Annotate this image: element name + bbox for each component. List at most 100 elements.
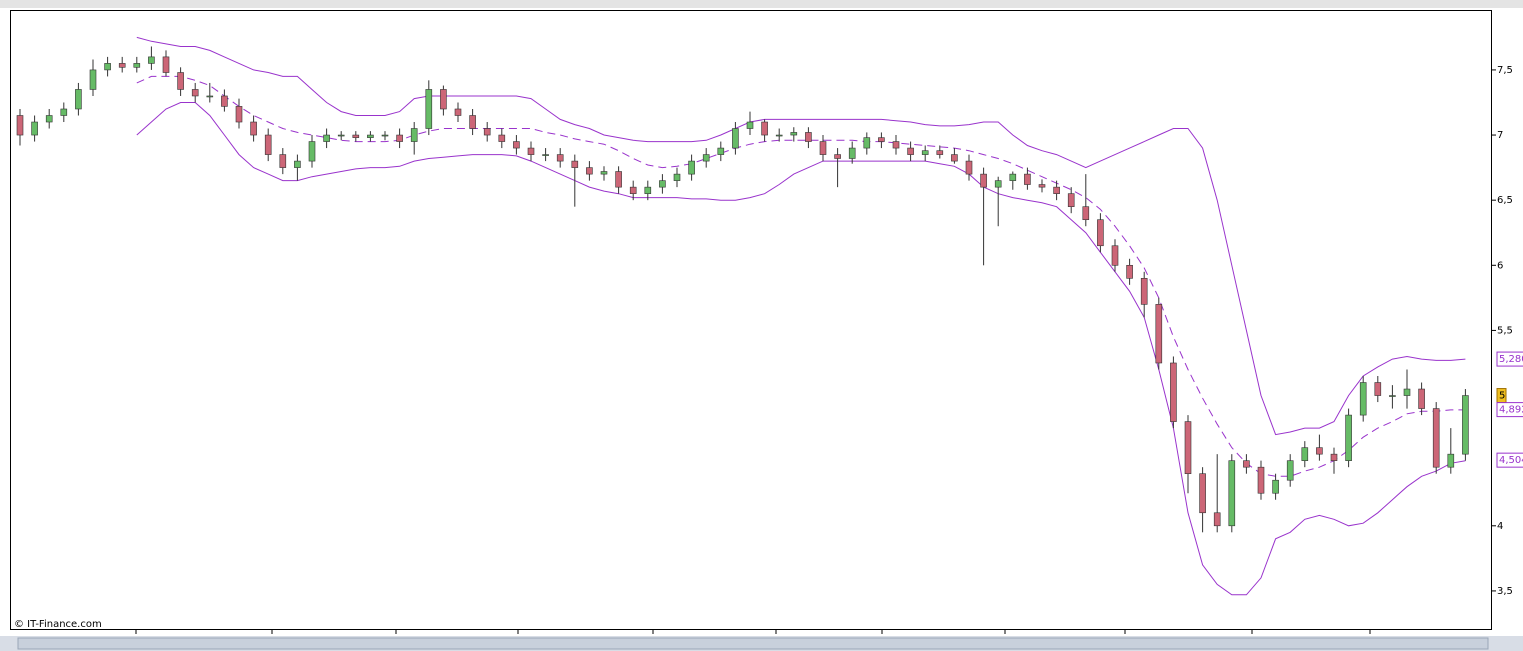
- price-tag-label: 5: [1499, 391, 1505, 402]
- candle-body: [1389, 395, 1396, 397]
- y-tick-label: 4: [1497, 521, 1503, 532]
- candle-body: [31, 121, 38, 136]
- candle-body: [221, 95, 228, 107]
- candle-body: [279, 154, 287, 168]
- candle-body: [89, 69, 97, 90]
- candle-body: [717, 147, 725, 155]
- candle-body: [1243, 460, 1250, 468]
- candle-body: [1140, 278, 1148, 305]
- candle-body: [308, 141, 316, 162]
- candle-body: [951, 154, 958, 162]
- candle-body: [586, 167, 593, 175]
- candle-body: [673, 173, 681, 181]
- candle-body: [1126, 264, 1133, 279]
- band-upper: [136, 36, 1466, 436]
- candle-body: [45, 115, 53, 123]
- price-tag-label: 5,280: [1499, 354, 1523, 365]
- candle-body: [1082, 206, 1090, 221]
- candle-body: [1330, 453, 1338, 461]
- candle-body: [294, 160, 301, 168]
- candle-body: [659, 180, 666, 188]
- candle-body: [790, 132, 798, 136]
- candle-body: [761, 121, 768, 136]
- candle-body: [907, 147, 914, 155]
- candle-body: [819, 141, 827, 155]
- candle-body: [1170, 362, 1177, 422]
- candle-body: [1228, 460, 1236, 527]
- candle-body: [1432, 408, 1440, 468]
- candle-body: [542, 154, 549, 156]
- candle-body: [1374, 382, 1382, 396]
- candle-body: [177, 72, 184, 90]
- candle-body: [1053, 186, 1060, 194]
- candle-body: [337, 134, 345, 137]
- price-tag-label: 4,892: [1499, 405, 1523, 416]
- y-tick-label: 7: [1497, 130, 1503, 141]
- background: [0, 8, 1523, 636]
- candle-body: [352, 134, 360, 138]
- price-tag: [1496, 402, 1523, 418]
- y-tick-label: 7,5: [1497, 65, 1513, 76]
- y-tick-label: 3,5: [1497, 586, 1513, 597]
- candle-body: [1301, 447, 1309, 461]
- candle-body: [250, 121, 257, 136]
- candle-body: [863, 137, 871, 149]
- candle-body: [1345, 414, 1352, 461]
- candle-body: [1097, 219, 1104, 247]
- candle-body: [162, 56, 170, 73]
- price-tag: [1496, 452, 1523, 468]
- candle-body: [264, 134, 272, 155]
- candle-body: [1213, 512, 1221, 527]
- x-ticks: [135, 630, 1371, 634]
- candle-body: [104, 63, 111, 71]
- candle-body: [892, 141, 900, 149]
- scrollbar-thumb[interactable]: [17, 637, 1489, 650]
- candle-body: [688, 160, 695, 175]
- candle-body: [994, 180, 1002, 188]
- candle-body: [571, 160, 579, 168]
- candle-body: [1024, 173, 1031, 185]
- candle-body: [1462, 395, 1469, 455]
- candle-body: [629, 186, 637, 194]
- candle-body: [805, 132, 812, 142]
- plot-frame: [10, 10, 1492, 630]
- candle-body: [367, 134, 374, 138]
- candle-body: [1067, 193, 1075, 207]
- candle-body: [980, 173, 987, 188]
- candle-body: [323, 134, 330, 142]
- candle-body: [775, 134, 783, 137]
- candle-body: [600, 171, 608, 175]
- candle-body: [75, 89, 82, 110]
- candle-body: [396, 134, 403, 142]
- candle-body: [848, 147, 856, 159]
- top-bar: [0, 0, 1523, 8]
- candle-body: [1418, 388, 1425, 409]
- candle-body: [1403, 388, 1411, 396]
- candle-body: [1038, 184, 1046, 188]
- candle-body: [1009, 173, 1017, 181]
- candle-body: [148, 56, 155, 64]
- candle-body: [556, 154, 564, 162]
- candle-body: [483, 128, 491, 136]
- y-tick-label: 5,5: [1497, 325, 1513, 336]
- candle-body: [732, 128, 739, 149]
- candle-body: [527, 147, 535, 155]
- candle-body: [644, 186, 652, 194]
- candle-body: [191, 89, 199, 97]
- candle-body: [133, 63, 141, 68]
- band-lower: [136, 102, 1466, 596]
- candle-body: [469, 115, 476, 129]
- candle-body: [498, 134, 506, 142]
- candle-body: [1257, 466, 1265, 494]
- candle-body: [206, 95, 214, 98]
- candle-body: [921, 150, 929, 155]
- band-middle: [136, 75, 1466, 477]
- candle-body: [965, 160, 973, 175]
- candle-body: [1199, 473, 1206, 514]
- candle-body: [454, 108, 462, 116]
- candle-body: [1155, 304, 1163, 364]
- candle-body: [16, 115, 24, 136]
- candle-body: [513, 141, 520, 149]
- y-tick-label: 6,5: [1497, 195, 1513, 206]
